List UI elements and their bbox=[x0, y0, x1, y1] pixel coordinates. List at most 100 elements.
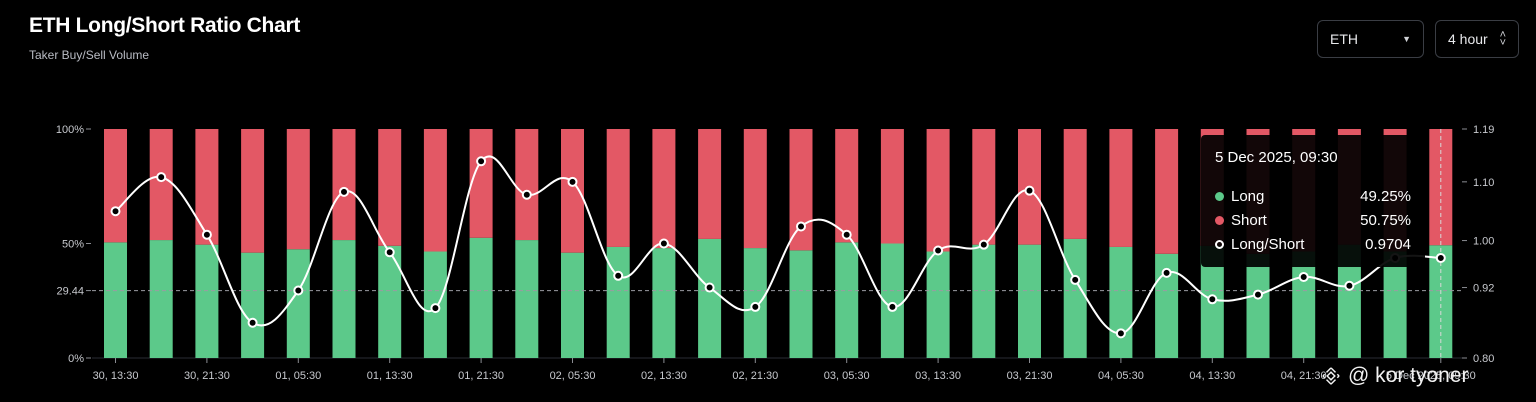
bar-short bbox=[1063, 129, 1087, 239]
bar-short bbox=[104, 129, 127, 243]
y-right-tick-label: 0.80 bbox=[1473, 353, 1494, 365]
tooltip-label: Short bbox=[1231, 211, 1267, 229]
interval-select[interactable]: 4 hour ˄ ˅ bbox=[1435, 20, 1519, 58]
y-right-tick-label: 1.00 bbox=[1473, 236, 1494, 248]
x-tick-label: 03, 21:30 bbox=[1007, 370, 1053, 382]
x-tick-label: 01, 21:30 bbox=[458, 370, 504, 382]
ratio-point bbox=[841, 229, 852, 240]
ratio-point bbox=[933, 245, 944, 256]
x-tick-label: 02, 13:30 bbox=[641, 370, 687, 382]
bar-long bbox=[606, 246, 630, 358]
ratio-point bbox=[704, 282, 715, 293]
bar-short bbox=[698, 129, 722, 239]
bar-short bbox=[926, 129, 950, 252]
ratio-point bbox=[1070, 274, 1081, 285]
x-tick-label: 03, 13:30 bbox=[915, 370, 961, 382]
chevron-down-icon: ▼ bbox=[1402, 34, 1411, 44]
asset-select[interactable]: ETH ▼ bbox=[1317, 20, 1424, 58]
tooltip-row-short: Short 50.75% bbox=[1215, 208, 1411, 232]
bar-long bbox=[1292, 251, 1316, 358]
ratio-point bbox=[384, 247, 395, 258]
bar-long bbox=[241, 252, 265, 358]
bar-long bbox=[286, 249, 310, 358]
ratio-point bbox=[887, 301, 898, 312]
ratio-point bbox=[201, 229, 212, 240]
x-tick-label: 30, 21:30 bbox=[184, 370, 230, 382]
y-left-tick-label: 100% bbox=[56, 124, 84, 136]
y-right-tick-label: 1.19 bbox=[1473, 124, 1494, 136]
bar-short bbox=[1109, 129, 1133, 247]
ratio-point bbox=[339, 186, 349, 197]
x-tick-label: 30, 13:30 bbox=[93, 370, 139, 382]
ratio-point bbox=[293, 285, 304, 296]
x-tick-label: 04, 21:30 bbox=[1281, 370, 1327, 382]
ratio-point bbox=[1024, 185, 1035, 196]
long-legend-dot-icon bbox=[1215, 191, 1224, 201]
bar-short bbox=[423, 129, 447, 252]
asset-select-value: ETH bbox=[1330, 31, 1358, 47]
bar-long bbox=[332, 240, 356, 358]
bar-short bbox=[515, 129, 539, 241]
bar-short bbox=[972, 129, 996, 245]
ratio-legend-dot-icon bbox=[1215, 239, 1224, 249]
chart-tooltip: 5 Dec 2025, 09:30 Long 49.25% Short 50.7… bbox=[1201, 135, 1425, 267]
bar-long bbox=[1018, 244, 1041, 358]
ratio-point bbox=[978, 239, 989, 250]
ratio-point bbox=[1253, 289, 1263, 300]
binance-logo-icon bbox=[1322, 367, 1340, 385]
ratio-point bbox=[796, 221, 806, 232]
bar-long bbox=[1063, 238, 1087, 358]
bar-long bbox=[561, 252, 584, 358]
ratio-point bbox=[1207, 294, 1218, 305]
ratio-point bbox=[1161, 267, 1172, 278]
y-left-tick-label: 0% bbox=[68, 353, 84, 365]
ratio-point bbox=[613, 270, 624, 281]
tooltip-title: 5 Dec 2025, 09:30 bbox=[1215, 149, 1338, 166]
bar-short bbox=[149, 129, 173, 241]
bar-short bbox=[1155, 129, 1179, 254]
bar-long bbox=[698, 238, 722, 358]
x-tick-label: 03, 05:30 bbox=[824, 370, 870, 382]
bar-short bbox=[880, 129, 904, 244]
y-left-tick-label: 29.44 bbox=[56, 286, 84, 298]
bar-long bbox=[1383, 251, 1407, 358]
bar-short bbox=[789, 129, 813, 251]
bar-long bbox=[880, 243, 904, 358]
bar-long bbox=[1337, 244, 1361, 358]
bar-long bbox=[149, 240, 173, 358]
interval-select-value: 4 hour bbox=[1448, 31, 1488, 47]
tooltip-value: 49.25% bbox=[1360, 187, 1411, 205]
bar-short bbox=[835, 129, 859, 243]
bar-long bbox=[104, 242, 127, 358]
x-tick-label: 02, 21:30 bbox=[732, 370, 778, 382]
ratio-point bbox=[430, 303, 441, 314]
y-right-tick-label: 1.10 bbox=[1473, 177, 1494, 189]
bar-short bbox=[469, 129, 493, 238]
bar-long bbox=[195, 244, 219, 358]
ratio-point bbox=[1344, 280, 1355, 291]
ratio-point bbox=[1435, 252, 1446, 263]
ratio-point bbox=[567, 176, 578, 187]
bar-long bbox=[469, 237, 493, 358]
bar-long bbox=[1155, 253, 1179, 358]
ratio-point bbox=[110, 206, 121, 217]
bar-long bbox=[926, 251, 950, 358]
bar-long bbox=[1109, 246, 1133, 358]
tooltip-row-ratio: Long/Short 0.9704 bbox=[1215, 232, 1411, 256]
tooltip-value: 0.9704 bbox=[1365, 235, 1411, 253]
ratio-point bbox=[1298, 271, 1309, 282]
bar-short bbox=[743, 129, 767, 249]
tooltip-label: Long/Short bbox=[1231, 235, 1305, 253]
up-down-chevron-icon: ˄ ˅ bbox=[1499, 29, 1506, 49]
ratio-point bbox=[476, 156, 487, 167]
bar-long bbox=[1246, 253, 1270, 358]
x-tick-label: 5 Dec 2025, 09:30 bbox=[1386, 370, 1476, 382]
bar-short bbox=[652, 129, 676, 249]
x-tick-label: 01, 05:30 bbox=[275, 370, 321, 382]
bar-short bbox=[378, 129, 402, 246]
y-left-tick-label: 50% bbox=[62, 239, 84, 251]
bar-short bbox=[286, 129, 310, 250]
bar-short bbox=[332, 129, 356, 241]
bar-long bbox=[972, 244, 996, 358]
bar-short bbox=[241, 129, 265, 253]
